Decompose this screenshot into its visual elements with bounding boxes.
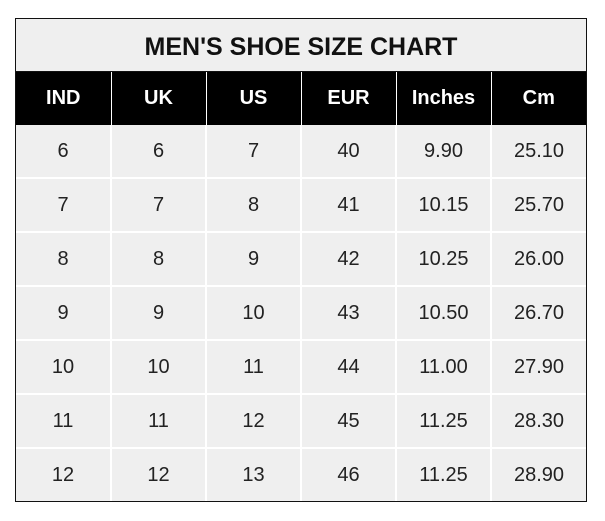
table-cell: 11 bbox=[205, 339, 301, 394]
table-cell: 9.90 bbox=[395, 125, 491, 178]
table-cell: 27.90 bbox=[490, 339, 586, 394]
table-cell: 12 bbox=[110, 447, 206, 501]
column-header-inches: Inches bbox=[395, 72, 491, 125]
table-cell: 10.25 bbox=[395, 231, 491, 286]
table-cell: 13 bbox=[205, 447, 301, 501]
table-cell: 10 bbox=[205, 285, 301, 340]
header-row: IND UK US EUR Inches Cm bbox=[16, 72, 586, 125]
table-cell: 46 bbox=[300, 447, 396, 501]
table-cell: 7 bbox=[110, 177, 206, 232]
column-header-cm: Cm bbox=[490, 72, 586, 125]
table-cell: 26.00 bbox=[490, 231, 586, 286]
table-cell: 11.25 bbox=[395, 393, 491, 448]
table-cell: 11 bbox=[16, 393, 111, 448]
table-cell: 8 bbox=[16, 231, 111, 286]
table-cell: 45 bbox=[300, 393, 396, 448]
table-cell: 6 bbox=[57, 139, 69, 162]
table-row: 8 8 9 42 10.25 26.00 bbox=[16, 231, 586, 286]
column-header-uk: UK bbox=[110, 72, 206, 125]
table-cell: 42 bbox=[300, 231, 396, 286]
chart-title: MEN'S SHOE SIZE CHART bbox=[16, 19, 586, 72]
table-row: 11 11 12 45 11.25 28.30 bbox=[16, 393, 586, 448]
column-header-us: US bbox=[205, 72, 301, 125]
table-row: 6 6 7 40 9.90 25.10 bbox=[16, 125, 586, 178]
column-header-ind: IND bbox=[16, 72, 111, 125]
table-cell: 43 bbox=[300, 285, 396, 340]
table-cell: 12 bbox=[16, 447, 111, 501]
table-cell: 9 bbox=[205, 231, 301, 286]
table-cell: 11 bbox=[110, 393, 206, 448]
table-cell: 44 bbox=[300, 339, 396, 394]
table-cell: 7 bbox=[16, 177, 111, 232]
table-cell: 8 bbox=[110, 231, 206, 286]
table-cell: 25.70 bbox=[490, 177, 586, 232]
table-cell: 7 bbox=[205, 125, 301, 178]
table-cell: 11.00 bbox=[395, 339, 491, 394]
table-cell: 28.30 bbox=[490, 393, 586, 448]
size-table: IND UK US EUR Inches Cm 6 6 7 40 9.90 25.10 7 7 8 41 10… bbox=[16, 72, 586, 501]
table-cell: 12 bbox=[205, 393, 301, 448]
size-chart: MEN'S SHOE SIZE CHART IND UK US EUR Inches Cm… bbox=[15, 18, 587, 502]
table-cell: 28.90 bbox=[490, 447, 586, 501]
table-cell: 25.10 bbox=[490, 125, 586, 178]
table-cell: 10 bbox=[16, 339, 111, 394]
table-cell: 9 bbox=[110, 285, 206, 340]
table-row: 7 7 8 41 10.15 25.70 bbox=[16, 177, 586, 232]
table-row: 10 10 11 44 11.00 27.90 bbox=[16, 339, 586, 394]
table-row: 12 12 13 46 11.25 28.90 bbox=[16, 447, 586, 501]
table-row: 9 9 10 43 10.50 26.70 bbox=[16, 285, 586, 340]
column-header-eur: EUR bbox=[300, 72, 396, 125]
table-cell: 10 bbox=[110, 339, 206, 394]
table-cell: 10.50 bbox=[395, 285, 491, 340]
table-cell: 6 bbox=[110, 125, 206, 178]
table-cell: 10.15 bbox=[395, 177, 491, 232]
table-cell: 40 bbox=[300, 125, 396, 178]
table-cell: 8 bbox=[205, 177, 301, 232]
table-cell: 11.25 bbox=[395, 447, 491, 501]
table-cell: 9 bbox=[16, 285, 111, 340]
table-cell: 41 bbox=[300, 177, 396, 232]
table-cell: 26.70 bbox=[490, 285, 586, 340]
